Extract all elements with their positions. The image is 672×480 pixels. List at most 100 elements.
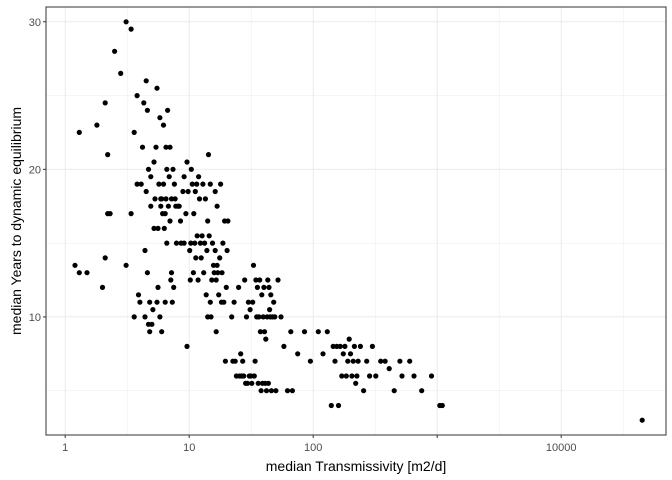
data-point [76, 129, 82, 135]
data-point [157, 115, 163, 121]
data-point [261, 284, 267, 290]
data-point [263, 388, 270, 394]
data-point [184, 159, 190, 165]
data-point [268, 292, 274, 298]
data-point [214, 203, 220, 209]
data-point [159, 329, 165, 335]
data-point [153, 144, 159, 150]
data-point [170, 166, 176, 172]
x-axis-title: median Transmissivity [m2/d] [266, 458, 447, 474]
data-point [203, 292, 209, 298]
data-point [202, 196, 208, 202]
data-point [123, 262, 129, 268]
data-point [137, 299, 143, 305]
data-point [154, 85, 160, 91]
data-point [138, 181, 144, 187]
data-point [131, 314, 137, 320]
data-point [241, 373, 247, 379]
data-point [252, 358, 258, 364]
data-point [150, 307, 156, 313]
data-point [143, 188, 149, 195]
data-point [364, 358, 370, 364]
x-tick-label: 100 [304, 442, 322, 454]
data-point [343, 373, 349, 379]
data-point [128, 26, 134, 32]
data-point [147, 299, 153, 305]
data-point [134, 181, 140, 187]
data-point [223, 284, 229, 290]
data-point [148, 203, 154, 209]
data-point [164, 240, 170, 246]
data-point [315, 329, 321, 335]
data-point [188, 240, 194, 246]
data-point [209, 277, 215, 283]
data-point [167, 218, 173, 224]
data-point [307, 358, 313, 364]
data-point [152, 196, 158, 202]
data-point [196, 174, 202, 180]
data-point [328, 402, 334, 409]
data-point [369, 343, 375, 349]
data-point [340, 351, 346, 357]
data-point [206, 233, 212, 239]
data-point [199, 233, 205, 239]
data-point [259, 292, 265, 298]
data-point [257, 277, 263, 283]
data-point [354, 373, 360, 379]
data-point [163, 196, 169, 202]
data-point [263, 336, 269, 342]
data-point [211, 270, 217, 276]
data-point [161, 225, 167, 231]
data-point [157, 314, 163, 320]
data-point [160, 181, 167, 187]
minor-gridlines [46, 7, 666, 435]
x-tick-label: 10000 [546, 442, 577, 454]
data-point [102, 100, 108, 106]
data-point [267, 307, 273, 313]
data-point [232, 358, 238, 364]
data-point [219, 270, 225, 276]
x-tick-label: 10 [183, 442, 195, 454]
data-point [181, 240, 187, 246]
data-point [271, 299, 277, 305]
data-point [205, 152, 212, 158]
data-point [238, 351, 244, 357]
data-point [407, 358, 413, 364]
data-point [209, 240, 216, 246]
data-point [205, 218, 211, 224]
data-point [102, 255, 108, 261]
data-point [112, 48, 118, 54]
data-point [289, 388, 295, 394]
y-tick-label: 20 [29, 164, 41, 176]
data-point [191, 211, 197, 217]
data-point [194, 233, 200, 239]
data-point [200, 181, 206, 187]
data-point [397, 358, 403, 364]
data-point [168, 196, 175, 202]
data-point [229, 314, 235, 320]
data-point [171, 181, 177, 187]
data-point [166, 174, 172, 180]
y-axis-title: median Years to dynamic equilibrium [8, 107, 24, 335]
data-point [213, 329, 219, 335]
data-point [173, 240, 180, 246]
data-point [151, 225, 157, 231]
data-point [155, 284, 161, 290]
x-axis-ticks: 1 10 100 10000 [62, 435, 577, 454]
data-point [399, 373, 405, 379]
data-point [278, 314, 284, 320]
data-point [165, 107, 171, 113]
data-point [214, 262, 220, 268]
data-point [361, 388, 367, 394]
data-point [266, 284, 272, 290]
data-point [288, 329, 294, 335]
data-point [123, 19, 129, 25]
data-point [357, 343, 363, 349]
data-point [335, 402, 342, 409]
data-point [428, 373, 435, 379]
data-point [391, 388, 397, 394]
data-point [210, 262, 217, 268]
y-tick-label: 30 [29, 17, 41, 29]
y-axis-ticks: 10 20 30 [29, 17, 46, 324]
